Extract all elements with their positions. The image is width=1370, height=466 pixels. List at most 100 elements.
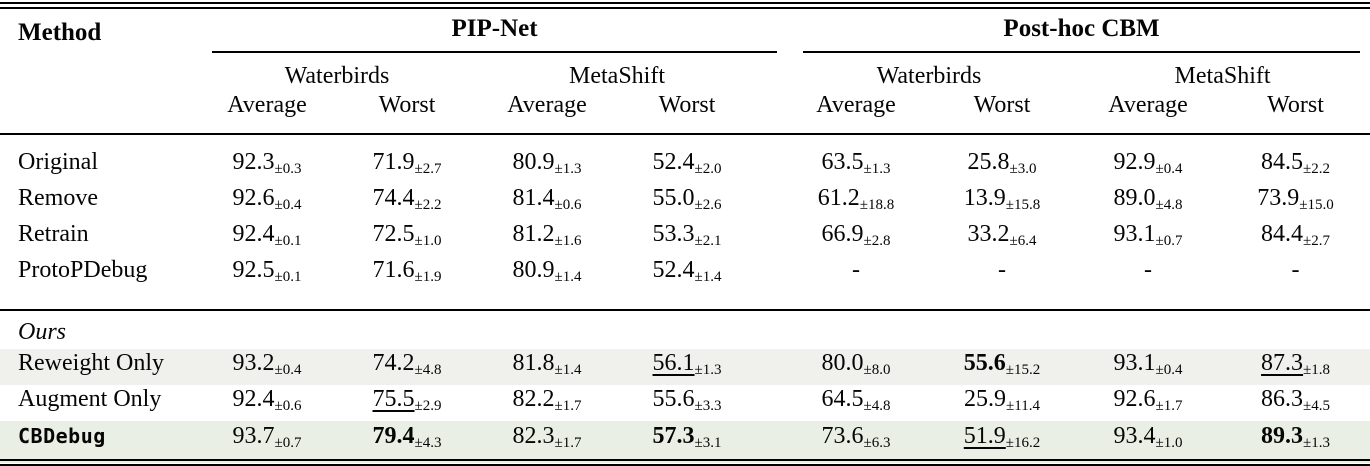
value-cell: 13.9±15.8: [929, 184, 1075, 220]
baseline-rows-body: Original 92.3±0.3 71.9±2.7 80.9±1.3 52.4±2.0…: [0, 134, 1370, 310]
value-cell: 25.9±11.4: [929, 385, 1075, 421]
value-cell: 81.2±1.6: [477, 220, 617, 256]
value-number: 52.4: [652, 149, 695, 175]
value-number: 75.5: [372, 386, 415, 412]
value-stddev: ±4.8: [414, 362, 442, 378]
value-cell: 61.2±18.8: [757, 184, 929, 220]
value-stddev: ±2.2: [1303, 161, 1331, 177]
method-label: CBDebug: [18, 424, 106, 448]
value-number: 61.2: [817, 185, 860, 211]
value-number: 81.8: [512, 350, 555, 376]
metric-header: Worst: [378, 92, 436, 118]
method-column-header: Method: [18, 19, 102, 46]
value-number: 53.3: [652, 221, 695, 247]
value-number: 52.4: [652, 257, 695, 283]
value-cell: 71.9±2.7: [337, 134, 477, 184]
value-cell: 89.0±4.8: [1075, 184, 1221, 220]
value-stddev: ±1.0: [1155, 435, 1183, 451]
value-number: 92.6: [232, 185, 275, 211]
value-number: 93.1: [1113, 221, 1156, 247]
method-label: ProtoPDebug: [18, 257, 148, 283]
value-cell: 80.9±1.3: [477, 134, 617, 184]
group-header-pipnet: PIP-Net: [197, 6, 778, 60]
value-number: 81.2: [512, 221, 555, 247]
group-label-posthoc-cbm: Post-hoc CBM: [1003, 15, 1160, 42]
value-stddev: ±15.8: [1005, 197, 1041, 213]
value-stddev: ±2.7: [1303, 233, 1331, 249]
value-cell: -: [929, 256, 1075, 310]
value-number: 92.3: [232, 149, 275, 175]
value-number: 84.5: [1261, 149, 1304, 175]
value-cell: 93.1±0.4: [1075, 349, 1221, 385]
table-row: Retrain 92.4±0.1 72.5±1.0 81.2±1.6 53.3±2.1 6…: [0, 220, 1370, 256]
value-stddev: ±1.4: [554, 269, 582, 285]
value-stddev: ±0.7: [1155, 233, 1183, 249]
group-header-row: Method PIP-Net Post-hoc CBM: [0, 6, 1370, 60]
value-cell: 92.6±1.7: [1075, 385, 1221, 421]
value-cell: 74.2±4.8: [337, 349, 477, 385]
value-cell: 71.6±1.9: [337, 256, 477, 310]
value-number: -: [1291, 257, 1300, 283]
metric-header: Average: [816, 92, 896, 118]
value-cell: 52.4±2.0: [617, 134, 757, 184]
value-cell: 93.1±0.7: [1075, 220, 1221, 256]
value-stddev: ±1.9: [414, 269, 442, 285]
value-number: 72.5: [372, 221, 415, 247]
ours-rows-body: Ours Reweight Only 93.2±0.4 74.2±4.8 81.8±1.…: [0, 310, 1370, 463]
value-cell: 25.8±3.0: [929, 134, 1075, 184]
value-cell: 55.0±2.6: [617, 184, 757, 220]
value-stddev: ±1.4: [554, 362, 582, 378]
table-row: ProtoPDebug 92.5±0.1 71.6±1.9 80.9±1.4 52.4±…: [0, 256, 1370, 310]
value-cell: 51.9±16.2: [929, 421, 1075, 463]
value-cell: 66.9±2.8: [757, 220, 929, 256]
table-row: Augment Only 92.4±0.6 75.5±2.9 82.2±1.7 55.6…: [0, 385, 1370, 421]
value-cell: 80.0±8.0: [757, 349, 929, 385]
value-number: 74.2: [372, 350, 415, 376]
value-number: -: [1144, 257, 1153, 283]
dataset-header-waterbirds-1: Waterbirds: [284, 63, 390, 89]
value-number: 66.9: [821, 221, 864, 247]
value-stddev: ±2.6: [694, 197, 722, 213]
value-number: 71.6: [372, 257, 415, 283]
value-stddev: ±1.4: [694, 269, 722, 285]
metric-header: Worst: [658, 92, 716, 118]
value-number: 86.3: [1261, 386, 1304, 412]
value-number: 80.9: [512, 149, 555, 175]
value-cell: 93.4±1.0: [1075, 421, 1221, 463]
value-stddev: ±6.4: [1009, 233, 1037, 249]
value-stddev: ±3.0: [1009, 161, 1037, 177]
value-stddev: ±16.2: [1005, 435, 1041, 451]
value-number: 13.9: [963, 185, 1006, 211]
value-number: 92.4: [232, 221, 275, 247]
method-label: Original: [18, 149, 98, 175]
metric-header-row: Average Worst Average Worst Average Wors…: [0, 91, 1370, 134]
value-number: 92.5: [232, 257, 275, 283]
value-number: 73.9: [1257, 185, 1300, 211]
value-cell: 55.6±15.2: [929, 349, 1075, 385]
table-row: Original 92.3±0.3 71.9±2.7 80.9±1.3 52.4±2.0…: [0, 134, 1370, 184]
value-number: 64.5: [821, 386, 864, 412]
value-number: -: [852, 257, 861, 283]
value-stddev: ±1.8: [1303, 362, 1331, 378]
value-number: 57.3: [652, 423, 695, 449]
value-stddev: ±2.7: [414, 161, 442, 177]
table-row: Reweight Only 93.2±0.4 74.2±4.8 81.8±1.4 56.…: [0, 349, 1370, 385]
value-stddev: ±3.3: [694, 398, 722, 414]
value-cell: 89.3±1.3: [1221, 421, 1370, 463]
value-cell: 80.9±1.4: [477, 256, 617, 310]
value-number: 33.2: [967, 221, 1010, 247]
value-number: 92.4: [232, 386, 275, 412]
value-cell: 81.8±1.4: [477, 349, 617, 385]
value-stddev: ±1.0: [414, 233, 442, 249]
value-cell: 81.4±0.6: [477, 184, 617, 220]
value-stddev: ±1.3: [863, 161, 891, 177]
value-cell: 72.5±1.0: [337, 220, 477, 256]
value-stddev: ±11.4: [1006, 398, 1040, 414]
value-stddev: ±18.8: [859, 197, 895, 213]
value-stddev: ±1.7: [554, 435, 582, 451]
value-cell: 79.4±4.3: [337, 421, 477, 463]
value-stddev: ±1.3: [554, 161, 582, 177]
value-cell: 87.3±1.8: [1221, 349, 1370, 385]
